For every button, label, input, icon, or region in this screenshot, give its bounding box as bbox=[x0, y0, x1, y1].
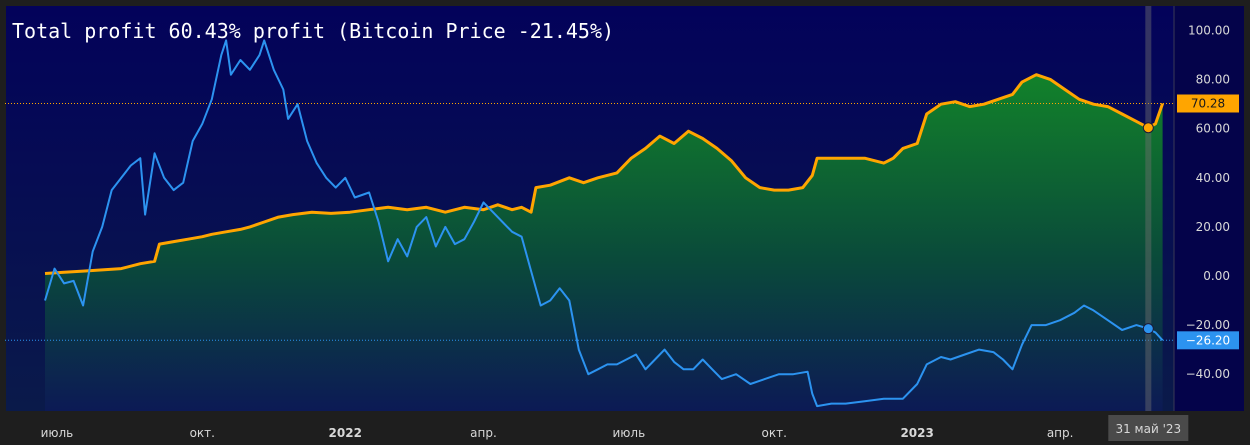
profit-line bbox=[44, 73, 1165, 275]
x-tick-label: апр. bbox=[470, 426, 497, 440]
area-layer bbox=[45, 74, 1163, 411]
y-tick-label: 0.00 bbox=[1203, 269, 1230, 283]
profit-value-label: 70.28 bbox=[1191, 96, 1225, 110]
bitcoin-value-badge bbox=[1177, 331, 1239, 350]
x-tick-label: июль bbox=[41, 426, 74, 440]
y-tick-label: 20.00 bbox=[1196, 220, 1230, 234]
y-tick-label: 40.00 bbox=[1196, 171, 1230, 185]
y-tick-label: 80.00 bbox=[1196, 73, 1230, 87]
marker-layer bbox=[1142, 122, 1154, 335]
series-layer bbox=[44, 39, 1165, 408]
crosshair-date-label: 31 май '23 bbox=[1115, 422, 1181, 436]
x-tick-label: окт. bbox=[761, 426, 786, 440]
y-ticks: 100.00 80.00 60.00 40.00 20.00 0.00 −20.00 −40.… bbox=[1186, 24, 1230, 382]
bitcoin-value-label: −26.20 bbox=[1186, 333, 1230, 347]
crosshair-layer bbox=[1145, 6, 1152, 411]
x-ticks: июль окт. 2022 апр. июль окт. 2023 апр. 31 май '… bbox=[41, 415, 1189, 441]
x-tick-label: июль bbox=[613, 426, 646, 440]
bitcoin-price-line bbox=[44, 39, 1164, 408]
x-axis-panel bbox=[6, 411, 1174, 445]
value-badges: 70.28 −26.20 bbox=[1177, 94, 1239, 350]
x-tick-label: 2023 bbox=[900, 426, 933, 440]
x-tick-label: апр. bbox=[1047, 426, 1074, 440]
y-tick-label: −40.00 bbox=[1186, 367, 1230, 381]
profit-value-badge bbox=[1177, 94, 1239, 113]
y-tick-label: −20.00 bbox=[1186, 318, 1230, 332]
crosshair-date-box bbox=[1108, 415, 1189, 441]
chart-title: Total profit 60.43% profit (Bitcoin Pric… bbox=[12, 19, 614, 43]
y-axis-panel bbox=[1174, 6, 1244, 411]
y-tick-label: 100.00 bbox=[1188, 24, 1230, 38]
profit-area-fill bbox=[45, 74, 1163, 411]
crosshair-line bbox=[1145, 6, 1152, 411]
x-tick-label: 2022 bbox=[329, 426, 362, 440]
x-tick-label: окт. bbox=[190, 426, 215, 440]
profit-crosshair-marker bbox=[1142, 122, 1154, 134]
bitcoin-crosshair-marker bbox=[1142, 323, 1154, 335]
y-tick-label: 60.00 bbox=[1196, 122, 1230, 136]
